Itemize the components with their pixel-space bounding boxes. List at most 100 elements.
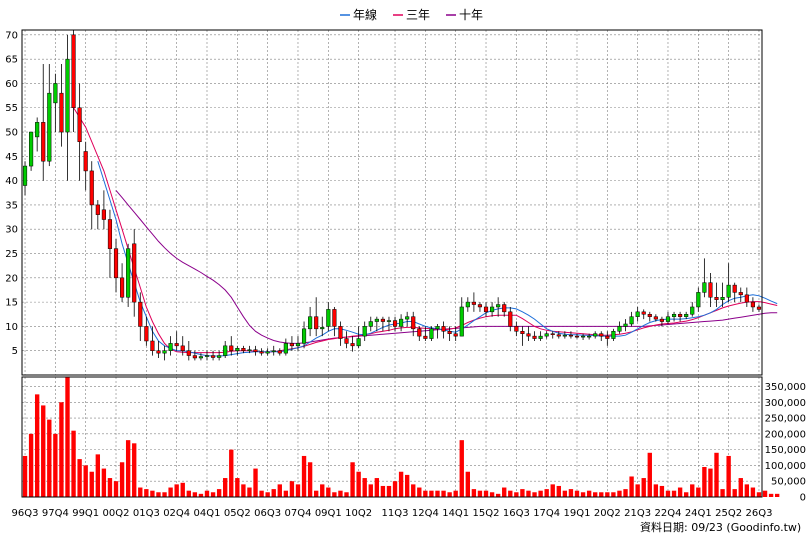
volume-bar [301, 455, 307, 497]
candlestick [83, 141, 88, 191]
candlestick [617, 321, 622, 334]
price-tick-label: 60 [5, 79, 18, 90]
candle-body [162, 350, 167, 354]
legend-item: 年線 [340, 7, 377, 22]
volume-bar [702, 467, 707, 497]
candlestick [690, 302, 695, 317]
volume-bar [641, 478, 646, 497]
volume-bar [617, 490, 622, 497]
volume-bar [34, 394, 40, 497]
candle-body [47, 92, 52, 162]
volume-bar [101, 468, 107, 497]
candlestick [702, 258, 707, 298]
candlestick [144, 316, 149, 346]
candle-body [647, 314, 652, 317]
candle-body [301, 328, 307, 344]
candle-body [568, 334, 574, 337]
candlestick [647, 311, 652, 322]
x-axis-ticks: 96Q3 97Q4 99Q1 00Q2 01Q3 02Q4 04Q1 05Q2 06Q3 07Q4… [12, 508, 773, 519]
candlestick [599, 331, 604, 341]
price-tick-label: 40 [5, 176, 18, 187]
candle-body [368, 321, 373, 327]
candlestick [241, 345, 246, 354]
candle-body [429, 328, 434, 339]
price-tick-label: 10 [5, 322, 18, 333]
candle-body [283, 343, 288, 354]
candle-body [350, 343, 355, 347]
volume-bar [392, 481, 398, 497]
candle-body [417, 328, 422, 337]
candlestick [22, 161, 28, 196]
candlestick [623, 319, 628, 332]
x-tick-label: 10Q2 [345, 508, 372, 519]
volume-bar [107, 478, 113, 497]
volume-bar [350, 462, 355, 497]
volume-bar [423, 490, 428, 497]
candle-body [71, 34, 76, 108]
candle-body [101, 209, 106, 220]
candle-body [338, 326, 343, 339]
volume-bar [332, 492, 337, 497]
volume-bar [125, 440, 131, 497]
candlestick [295, 336, 301, 351]
candlestick [356, 326, 361, 349]
volume-bar [320, 484, 325, 497]
volume-bar [550, 484, 555, 497]
candle-body [132, 243, 137, 303]
volume-bar [289, 481, 295, 497]
candlestick [471, 292, 476, 312]
volume-bar [271, 489, 276, 497]
candlestick [77, 83, 82, 181]
candle-body [150, 340, 155, 351]
volume-bar [599, 492, 604, 497]
price-tick-label: 45 [5, 152, 18, 163]
candle-body [726, 284, 731, 298]
candlestick [308, 306, 313, 337]
volume-bar [738, 478, 743, 497]
volume-bar [514, 492, 519, 497]
candle-body [496, 304, 501, 308]
candlestick [41, 64, 46, 181]
candlestick [120, 263, 125, 303]
x-tick-label: 07Q4 [284, 508, 311, 519]
price-tick-label: 20 [5, 273, 18, 284]
candle-body [180, 345, 185, 351]
candlestick [653, 314, 658, 322]
candle-body [562, 334, 567, 337]
candle-body [295, 343, 301, 347]
candle-body [477, 304, 483, 308]
candlestick [217, 350, 222, 361]
volume-bar [447, 492, 452, 497]
candlestick [210, 350, 216, 361]
volume-bar [174, 484, 179, 497]
volume-bar [132, 443, 137, 497]
x-tick-label: 09Q1 [315, 508, 342, 519]
candlestick [65, 34, 70, 181]
candlestick [174, 331, 179, 351]
candle-body [192, 355, 197, 359]
candle-body [684, 314, 689, 317]
volume-bar [362, 478, 367, 497]
volume-bar [465, 471, 471, 497]
candle-body [314, 316, 319, 330]
candlestick [392, 316, 398, 332]
candle-body [89, 170, 94, 206]
volume-bar [635, 484, 640, 497]
volume-bar [593, 492, 598, 497]
candlestick [192, 350, 197, 361]
volume-bar [429, 490, 434, 497]
volume-bar [708, 468, 713, 497]
candlestick [95, 200, 100, 230]
candle-body [550, 333, 555, 335]
candle-body [198, 356, 204, 359]
candle-body [144, 326, 149, 342]
volume-bar [277, 484, 282, 497]
x-tick-label: 14Q1 [442, 508, 469, 519]
candlestick [29, 131, 34, 171]
candlestick [562, 331, 567, 339]
volume-bar [186, 490, 191, 497]
candle-body [374, 318, 379, 322]
candle-body [544, 333, 549, 337]
candle-body [696, 292, 701, 308]
volume-bar [380, 485, 386, 497]
